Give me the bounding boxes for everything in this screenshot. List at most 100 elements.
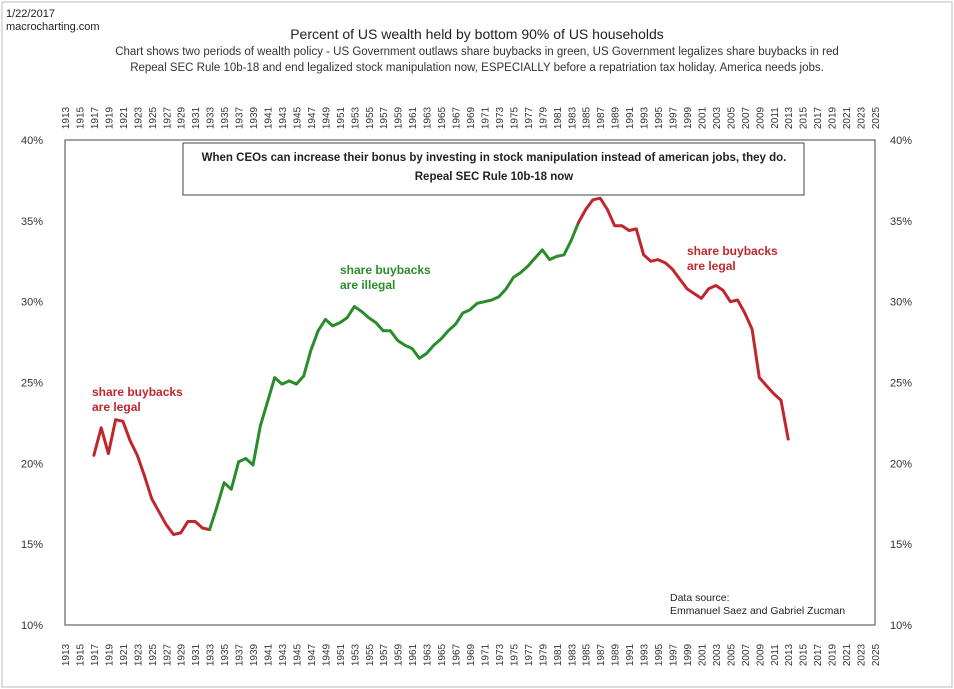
x-tick-label-bottom: 1997 [669,643,680,666]
x-tick-label-bottom: 1937 [235,643,246,666]
x-tick-label-top: 1937 [235,106,246,129]
x-tick-label-bottom: 1999 [683,643,694,666]
x-tick-label-top: 1941 [264,106,275,129]
x-tick-label-top: 1977 [524,106,535,129]
x-tick-label-bottom: 2013 [784,643,795,666]
x-tick-label-top: 1957 [379,106,390,129]
x-tick-label-top: 2021 [842,106,853,129]
x-tick-label-top: 1981 [553,106,564,129]
x-tick-label-bottom: 1973 [495,643,506,666]
x-tick-label-bottom: 1927 [162,643,173,666]
x-tick-label-top: 2023 [857,106,868,129]
x-tick-label-bottom: 1951 [336,643,347,666]
x-tick-label-top: 1949 [321,106,332,129]
x-tick-label-bottom: 1943 [278,643,289,666]
x-tick-label-bottom: 1987 [596,643,607,666]
x-tick-label-top: 1915 [75,106,86,129]
x-tick-label-top: 1953 [350,106,361,129]
x-tick-label-top: 1965 [437,106,448,129]
x-tick-label-bottom: 1923 [133,643,144,666]
x-tick-label-top: 2007 [741,106,752,129]
x-tick-label-bottom: 2015 [799,643,810,666]
x-tick-label-top: 1963 [423,106,434,129]
series-line-legal-1 [92,418,212,536]
x-tick-label-bottom: 1939 [249,643,260,666]
x-tick-label-bottom: 1989 [611,643,622,666]
x-tick-label-bottom: 1971 [480,643,491,666]
x-tick-label-top: 2025 [871,106,882,129]
x-tick-label-bottom: 1985 [582,643,593,666]
x-tick-label-bottom: 1913 [61,643,72,666]
x-axis-bottom: 1913 1915 1917 1919 1921 1923 1925 1927 1929 1931… [61,643,882,666]
x-tick-label-bottom: 2003 [712,643,723,666]
x-tick-label-top: 1985 [582,106,593,129]
x-tick-label-top: 2017 [813,106,824,129]
callout-box [182,142,805,196]
label-illegal-1: share buybacks [340,263,431,277]
chart-subtitle-line-2: Repeal SEC Rule 10b-18 and end legalized… [130,62,824,74]
x-tick-label-top: 1955 [365,106,376,129]
callout-line-2: Repeal SEC Rule 10b-18 now [415,171,574,183]
y-tick-label-left: 40% [21,135,43,147]
label-legal-left-1: share buybacks [92,385,183,399]
x-tick-label-top: 1989 [611,106,622,129]
x-tick-label-top: 1925 [148,106,159,129]
x-tick-label-bottom: 1941 [264,643,275,666]
y-axis-left: 10% 15% 20% 25% 30% 35% 40% [21,135,43,632]
x-tick-label-bottom: 1963 [423,643,434,666]
x-tick-label-bottom: 1929 [177,643,188,666]
x-tick-label-bottom: 2005 [726,643,737,666]
x-tick-label-top: 1923 [133,106,144,129]
plot-area-frame [64,139,876,626]
x-tick-label-top: 2011 [770,107,781,129]
x-tick-label-top: 2003 [712,106,723,129]
y-tick-label-right: 30% [890,297,912,309]
x-tick-label-bottom: 1925 [148,643,159,666]
x-tick-label-bottom: 2023 [857,643,868,666]
data-source-authors: Emmanuel Saez and Gabriel Zucman [670,605,845,617]
y-tick-label-right: 10% [890,620,912,632]
x-tick-label-top: 1979 [538,106,549,129]
y-axis-right: 10% 15% 20% 25% 30% 35% 40% [890,135,912,632]
x-tick-label-bottom: 1961 [408,643,419,666]
data-lines [92,196,790,536]
x-tick-label-bottom: 1953 [350,643,361,666]
x-tick-label-top: 1971 [480,106,491,129]
x-tick-label-bottom: 2011 [770,644,781,666]
x-tick-label-top: 1951 [336,106,347,129]
x-tick-label-top: 1919 [104,106,115,129]
x-tick-label-top: 2001 [697,106,708,129]
x-tick-label-bottom: 1931 [191,643,202,666]
x-tick-label-bottom: 1969 [466,643,477,666]
x-tick-label-bottom: 1981 [553,643,564,666]
x-tick-label-top: 1929 [177,106,188,129]
series-line-illegal-2 [208,221,580,532]
x-tick-label-top: 2009 [755,106,766,129]
x-tick-label-bottom: 1947 [307,643,318,666]
x-tick-label-bottom: 2001 [697,643,708,666]
x-tick-label-bottom: 1991 [625,643,636,666]
x-tick-label-bottom: 1977 [524,643,535,666]
y-tick-label-right: 25% [890,378,912,390]
x-tick-label-top: 1993 [640,106,651,129]
callout-line-1: When CEOs can increase their bonus by in… [202,152,787,164]
x-tick-label-bottom: 1935 [220,643,231,666]
x-tick-label-bottom: 1933 [206,643,217,666]
x-tick-label-bottom: 2009 [755,643,766,666]
x-tick-label-top: 2019 [828,106,839,129]
x-tick-label-top: 1983 [567,106,578,129]
y-tick-label-left: 35% [21,216,43,228]
label-legal-right-2: are legal [687,259,736,273]
x-tick-label-top: 1935 [220,106,231,129]
x-tick-label-bottom: 1917 [90,643,101,666]
x-tick-label-top: 1967 [452,106,463,129]
label-legal-left-2: are legal [92,400,141,414]
x-tick-label-top: 1991 [625,106,636,129]
x-tick-label-bottom: 1967 [452,643,463,666]
x-tick-label-bottom: 2007 [741,643,752,666]
x-tick-label-bottom: 1949 [321,643,332,666]
y-tick-label-left: 30% [21,297,43,309]
